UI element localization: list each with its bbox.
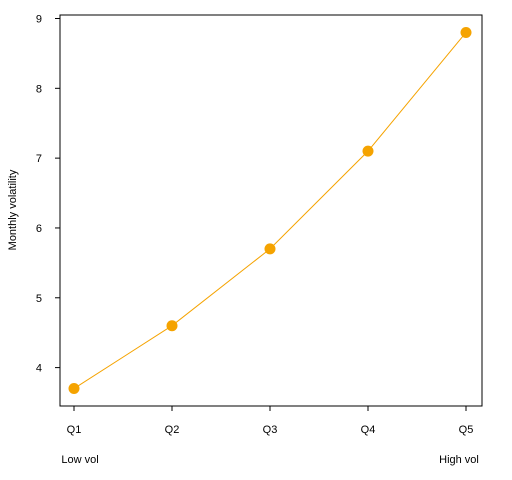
x-tick-label: Q5 (459, 424, 474, 436)
y-tick-label: 9 (36, 13, 42, 25)
data-point (166, 320, 178, 332)
data-point (460, 26, 472, 38)
y-tick-label: 8 (36, 83, 42, 95)
y-axis-title: Monthly volatility (7, 169, 19, 250)
data-point (264, 243, 276, 255)
y-axis: 4 5 6 7 8 9 (36, 13, 60, 375)
x-tick-label: Q3 (263, 424, 278, 436)
x-axis: Q1 Q2 Q3 Q4 Q5 (67, 406, 474, 436)
plot-frame (59, 14, 483, 407)
y-tick-label: 4 (36, 363, 42, 375)
x-tick-label: Q4 (361, 424, 376, 436)
y-tick-label: 7 (36, 153, 42, 165)
y-tick-label: 5 (36, 293, 42, 305)
data-point (68, 383, 80, 395)
x-tick-label: Q2 (165, 424, 180, 436)
annotation-high-vol: High vol (439, 454, 479, 466)
annotation-low-vol: Low vol (61, 454, 98, 466)
y-tick-label: 6 (36, 223, 42, 235)
data-point (362, 145, 374, 157)
data-points (68, 26, 472, 395)
x-tick-label: Q1 (67, 424, 82, 436)
series-line (73, 32, 467, 389)
